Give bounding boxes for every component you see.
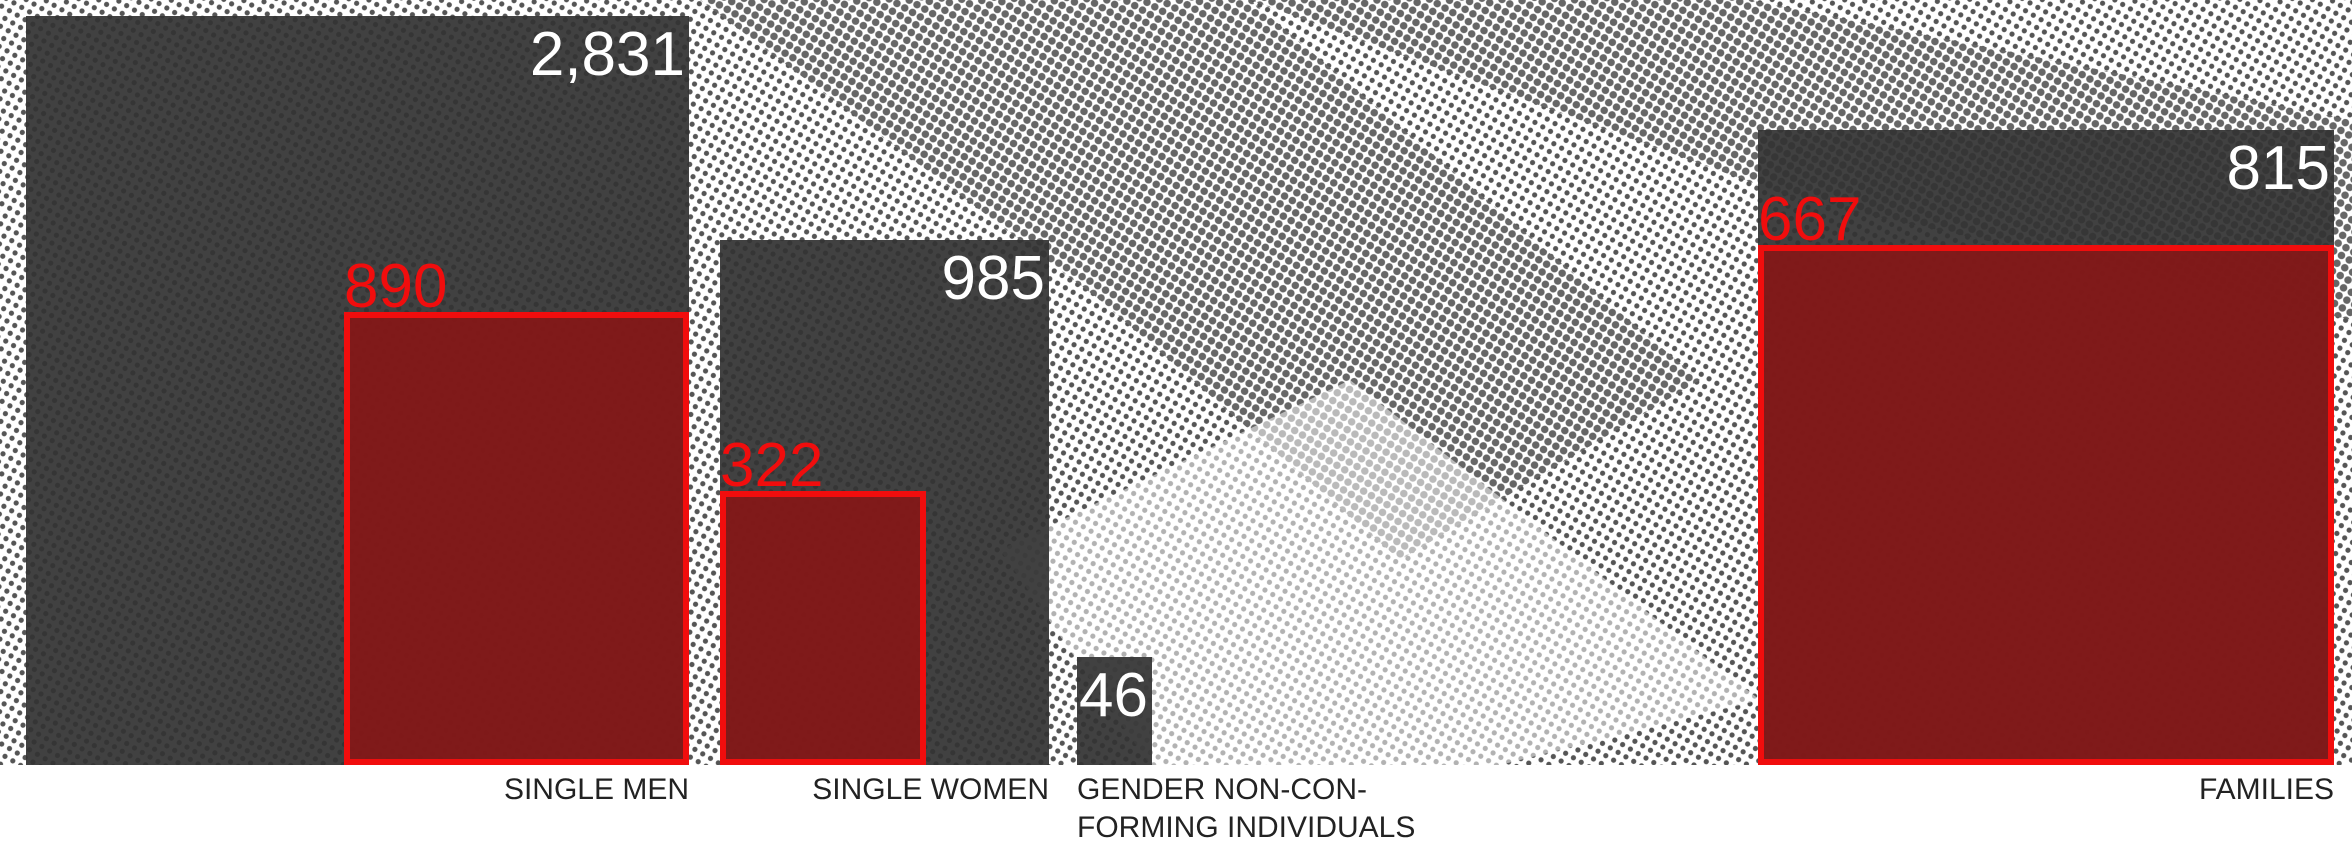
category-label: SINGLE WOMEN: [812, 771, 1049, 809]
category-label: FAMILIES: [2199, 771, 2334, 809]
subset-value-label: 890: [344, 256, 447, 318]
subset-value-label: 667: [1758, 189, 1861, 251]
value-label: 46: [1079, 665, 1148, 727]
subset-rect: [344, 312, 689, 765]
page: 2,831 SINGLE MEN 890 985 SINGLE WOMEN 322 46 GE…: [0, 0, 2352, 846]
value-label: 2,831: [530, 24, 685, 86]
value-label: 985: [942, 248, 1045, 310]
subset-rect: [720, 491, 926, 765]
category-label: GENDER NON-CON- FORMING INDIVIDUALS: [1077, 771, 1415, 847]
category-label: SINGLE MEN: [504, 771, 689, 809]
subset-rect: [1758, 245, 2334, 765]
value-label: 815: [2227, 138, 2330, 200]
subset-value-label: 322: [720, 435, 823, 497]
